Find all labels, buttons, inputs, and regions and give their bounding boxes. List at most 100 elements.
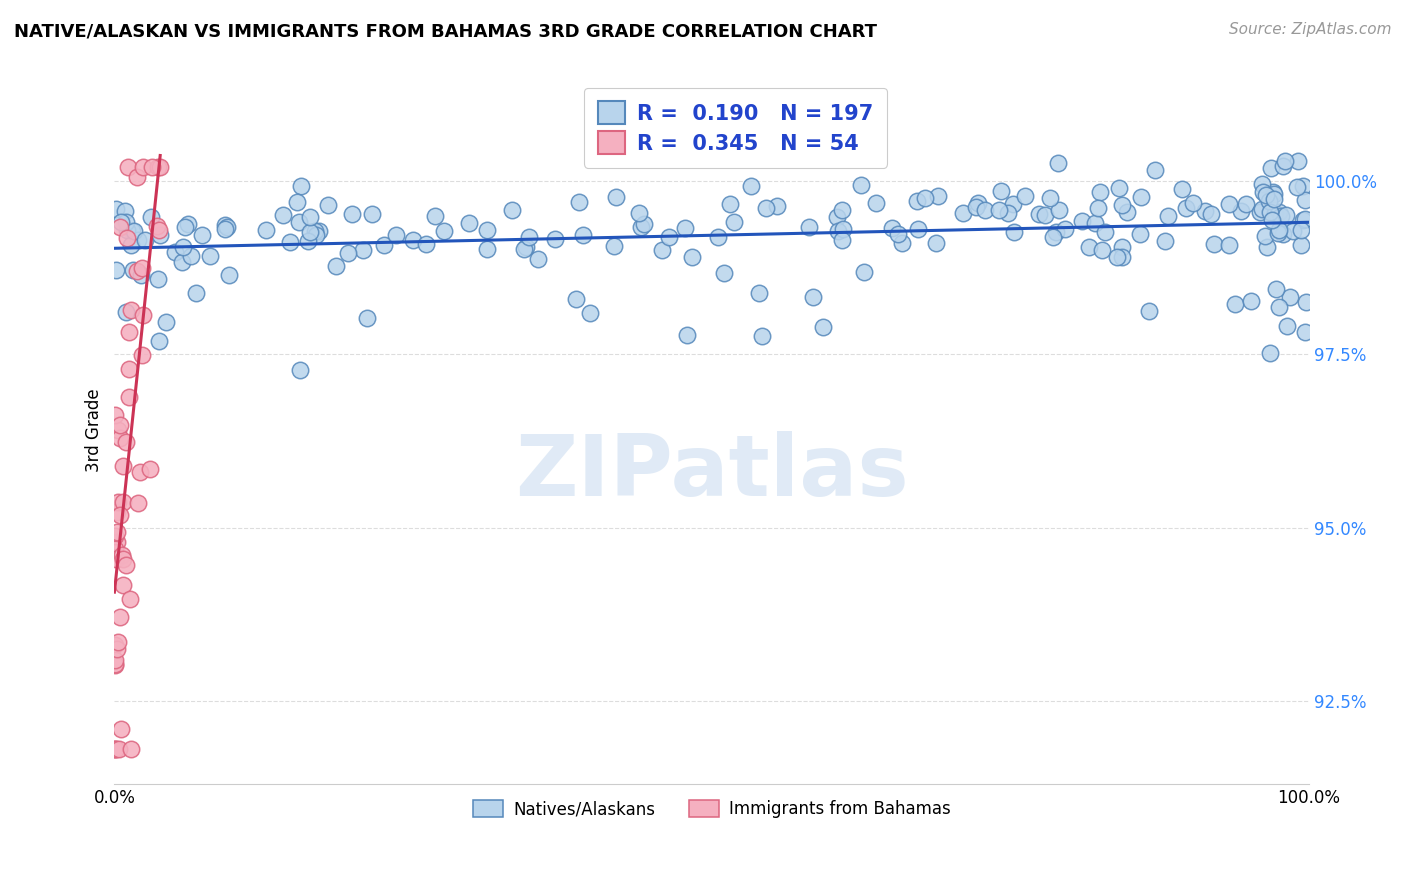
Point <box>1028 207 1050 221</box>
Point <box>105 505 128 519</box>
Point <box>115 434 138 449</box>
Point <box>925 235 948 250</box>
Point <box>1270 209 1292 223</box>
Point <box>1229 204 1251 219</box>
Point <box>1035 208 1057 222</box>
Point <box>115 305 138 319</box>
Point <box>423 209 446 223</box>
Point <box>105 552 128 566</box>
Point <box>887 227 910 241</box>
Point <box>1251 186 1274 200</box>
Point <box>475 242 498 256</box>
Point <box>1001 196 1024 211</box>
Point <box>148 223 170 237</box>
Point <box>198 248 221 262</box>
Point <box>108 742 131 756</box>
Point <box>148 161 170 175</box>
Y-axis label: 3rd Grade: 3rd Grade <box>86 389 103 473</box>
Point <box>1285 180 1308 194</box>
Point <box>1250 178 1272 192</box>
Point <box>1154 235 1177 249</box>
Point <box>1251 202 1274 216</box>
Point <box>813 320 835 334</box>
Point <box>1289 237 1312 252</box>
Point <box>1171 182 1194 196</box>
Point <box>146 272 169 286</box>
Point <box>952 206 974 220</box>
Point <box>122 224 145 238</box>
Point <box>127 496 149 510</box>
Point <box>110 610 132 624</box>
Point <box>290 363 312 377</box>
Point <box>104 742 127 756</box>
Text: Source: ZipAtlas.com: Source: ZipAtlas.com <box>1229 22 1392 37</box>
Point <box>104 408 127 422</box>
Point <box>1261 185 1284 199</box>
Point <box>565 292 588 306</box>
Point <box>1260 161 1282 176</box>
Point <box>107 634 129 648</box>
Point <box>352 243 374 257</box>
Point <box>115 214 138 228</box>
Point <box>214 222 236 236</box>
Point <box>633 218 655 232</box>
Point <box>107 423 129 437</box>
Point <box>325 259 347 273</box>
Point <box>1002 225 1025 239</box>
Point <box>104 638 127 652</box>
Point <box>111 494 134 508</box>
Point <box>290 178 312 193</box>
Point <box>254 223 277 237</box>
Point <box>110 215 132 229</box>
Point <box>297 234 319 248</box>
Point <box>105 525 128 540</box>
Point <box>831 202 853 217</box>
Point <box>117 223 139 237</box>
Point <box>1240 293 1263 308</box>
Point <box>356 310 378 325</box>
Point <box>115 231 138 245</box>
Point <box>1272 227 1295 241</box>
Point <box>927 189 949 203</box>
Point <box>118 592 141 607</box>
Point <box>402 234 425 248</box>
Point <box>304 224 326 238</box>
Point <box>1047 203 1070 218</box>
Point <box>104 653 127 667</box>
Point <box>104 541 127 556</box>
Point <box>104 657 127 672</box>
Point <box>105 534 128 549</box>
Point <box>751 329 773 343</box>
Point <box>112 551 135 566</box>
Point <box>1130 190 1153 204</box>
Point <box>517 230 540 244</box>
Point <box>988 202 1011 217</box>
Point <box>579 306 602 320</box>
Point <box>1225 297 1247 311</box>
Point <box>1111 197 1133 211</box>
Point <box>1275 318 1298 333</box>
Point <box>1295 294 1317 309</box>
Point <box>1088 185 1111 199</box>
Point <box>1218 197 1240 211</box>
Point <box>105 641 128 656</box>
Point <box>1258 194 1281 208</box>
Point <box>122 262 145 277</box>
Point <box>827 224 849 238</box>
Point <box>1078 240 1101 254</box>
Point <box>1268 223 1291 237</box>
Point <box>1274 153 1296 168</box>
Point <box>990 184 1012 198</box>
Point <box>651 243 673 257</box>
Point <box>177 217 200 231</box>
Point <box>1254 229 1277 244</box>
Point <box>336 245 359 260</box>
Point <box>1042 229 1064 244</box>
Point <box>107 495 129 509</box>
Point <box>131 161 153 175</box>
Point <box>1157 209 1180 223</box>
Point <box>1294 212 1316 227</box>
Point <box>1260 205 1282 219</box>
Point <box>139 210 162 224</box>
Point <box>129 268 152 282</box>
